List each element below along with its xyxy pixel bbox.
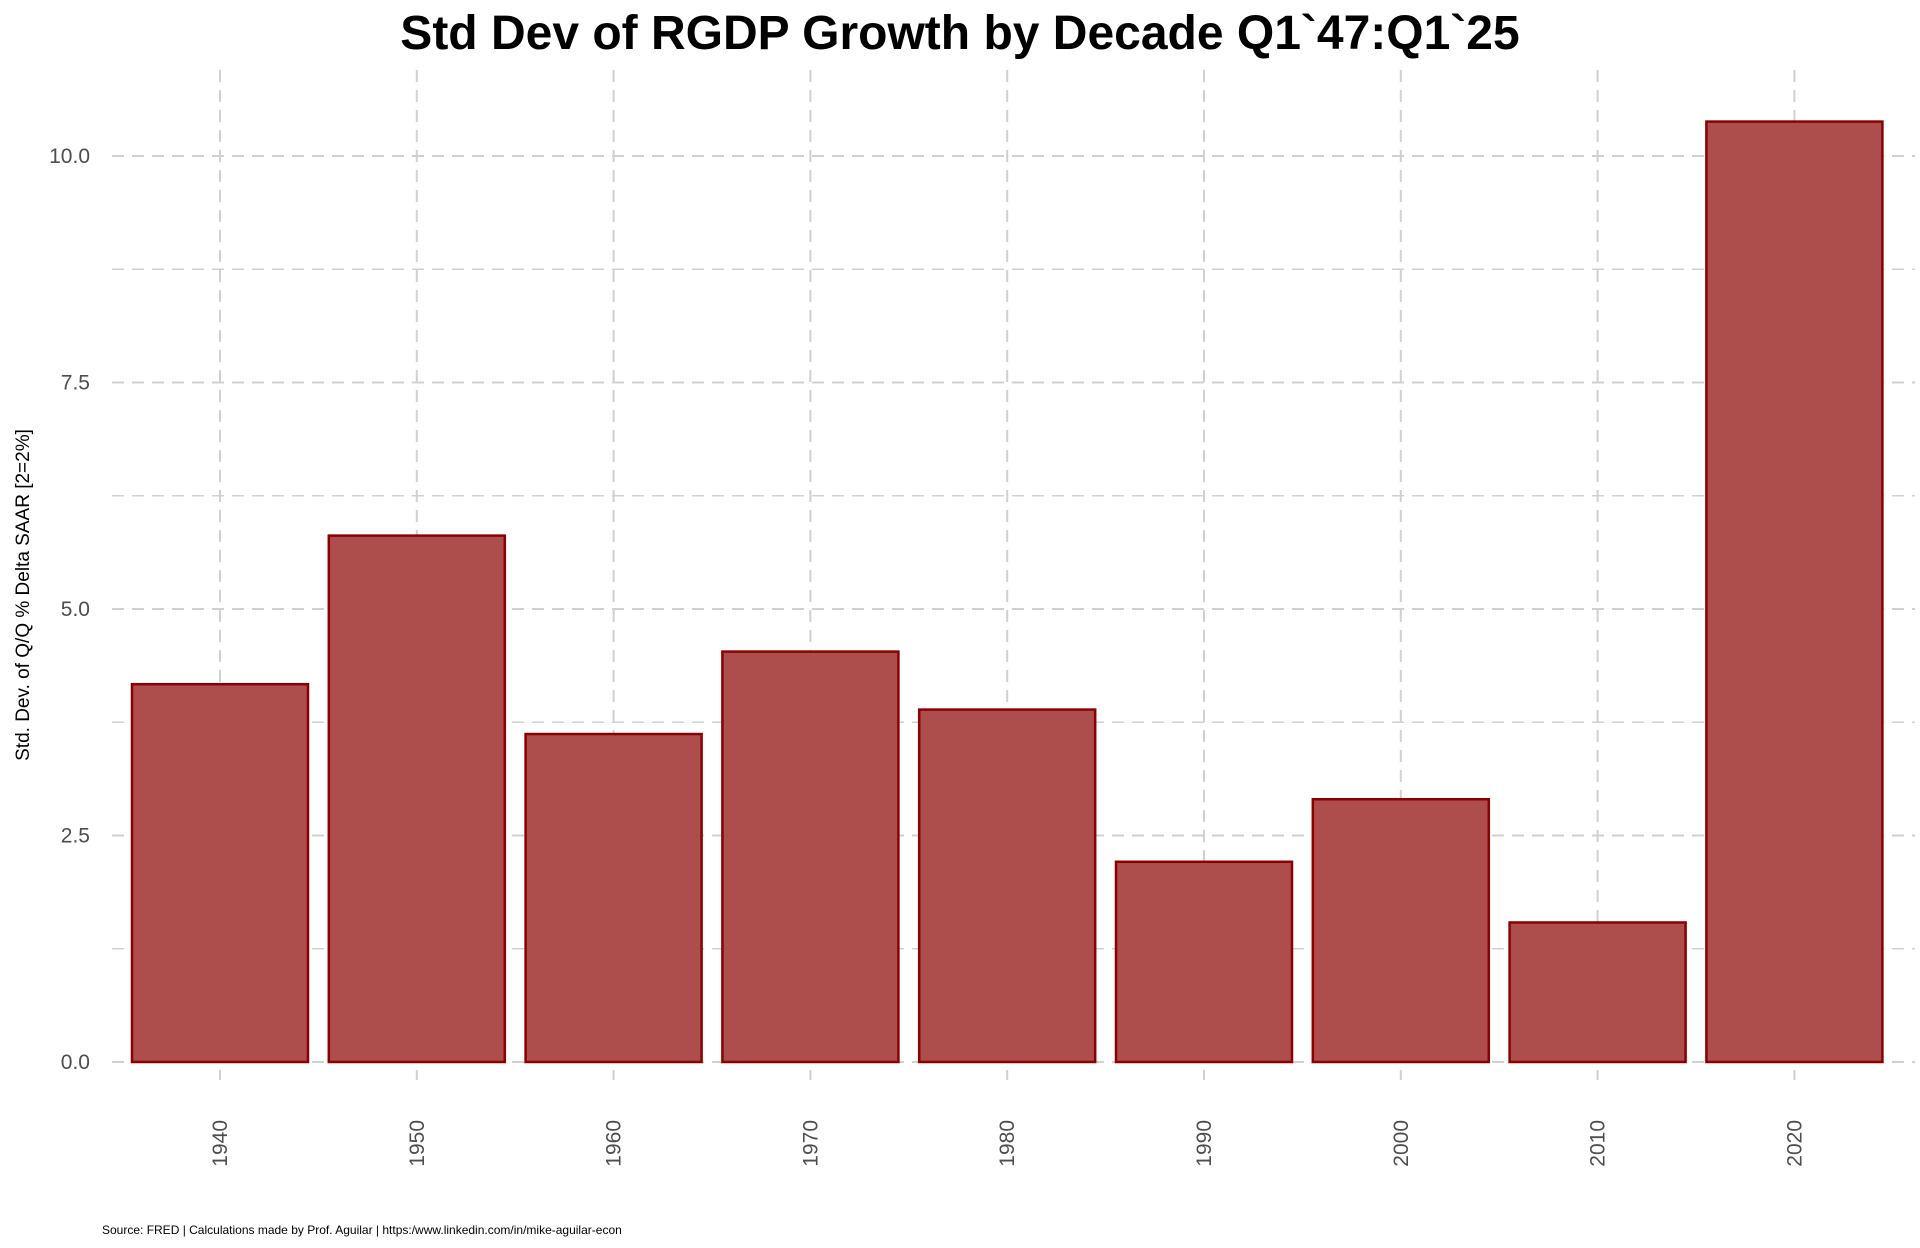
bar-2000 <box>1311 798 1491 1064</box>
bar-1950 <box>327 534 507 1064</box>
y-tick-label: 10.0 <box>49 145 90 168</box>
y-tick-label: 2.5 <box>61 825 90 848</box>
x-tick-label: 1950 <box>406 1120 429 1167</box>
x-tick-label: 1940 <box>209 1120 232 1167</box>
x-tick-label: 1980 <box>996 1120 1019 1167</box>
y-tick-labels: 0.0 2.5 5.0 7.5 10.0 <box>49 145 90 1074</box>
chart-title: Std Dev of RGDP Growth by Decade Q1`47:Q… <box>400 7 1520 60</box>
bar-1960 <box>524 732 703 1064</box>
y-axis-label: Std. Dev. of Q/Q % Delta SAAR [2=2%] <box>13 429 34 761</box>
x-tick-labels: 1940 1950 1960 1970 1980 1990 2000 2010 2020 <box>209 1120 1806 1167</box>
bar-1980 <box>917 708 1097 1064</box>
x-tick-label: 1970 <box>799 1120 822 1167</box>
x-tick-label: 1960 <box>603 1120 626 1167</box>
chart-caption: Source: FRED | Calculations made by Prof… <box>102 1223 622 1237</box>
bar-1990 <box>1114 860 1294 1064</box>
x-tick-label: 1990 <box>1193 1120 1216 1167</box>
bar-2020 <box>1705 120 1884 1064</box>
y-tick-label: 7.5 <box>61 372 90 395</box>
x-tick-label: 2020 <box>1783 1120 1806 1167</box>
y-tick-label: 5.0 <box>61 598 90 621</box>
bars <box>130 120 1884 1064</box>
bar-1940 <box>130 682 310 1064</box>
x-tick-label: 2010 <box>1587 1120 1610 1167</box>
y-tick-label: 0.0 <box>61 1051 90 1074</box>
bar-2010 <box>1508 921 1687 1064</box>
bar-1970 <box>721 650 900 1064</box>
x-tick-label: 2000 <box>1390 1120 1413 1167</box>
